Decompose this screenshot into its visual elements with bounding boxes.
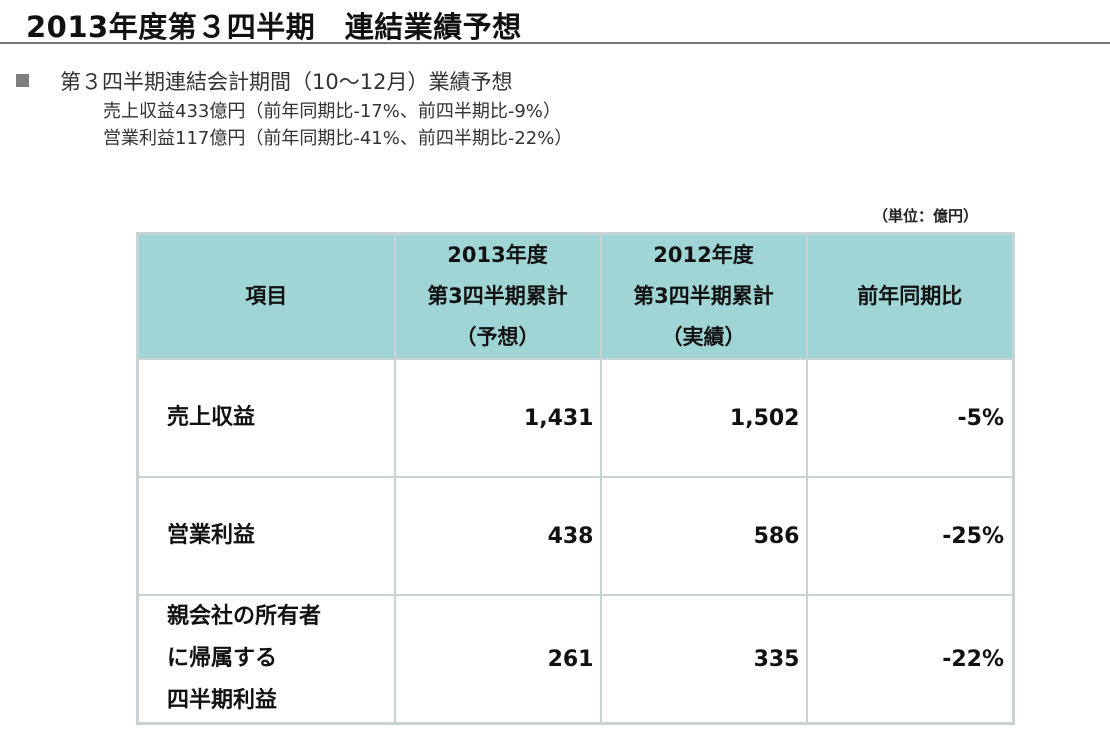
table-row: 売上収益 1,431 1,502 -5%: [136, 358, 1015, 478]
yoy-value: -22%: [805, 594, 1015, 725]
row-label-text: 四半期利益: [167, 688, 278, 713]
title-divider: [0, 42, 1110, 44]
table-row: 親会社の所有者 に帰属する 四半期利益 261 335 -22%: [136, 594, 1015, 725]
table-header-row: 項目 2013年度 第3四半期累計 （予想） 2012年度 第3四半期累計 （実…: [136, 232, 1015, 360]
table-row: 営業利益 438 586 -25%: [136, 476, 1015, 596]
yoy-value: -5%: [805, 358, 1015, 478]
actual-value: 335: [599, 594, 808, 725]
header-yoy: 前年同期比: [805, 232, 1015, 360]
operating-profit-forecast-line: 営業利益117億円（前年同期比-41%、前四半期比-22%）: [103, 128, 573, 149]
row-label: 営業利益: [136, 476, 396, 596]
row-label-text: に帰属する: [167, 646, 278, 671]
row-label-text: 営業利益: [167, 523, 256, 548]
forecast-value: 1,431: [393, 358, 602, 478]
header-forecast-year: 2013年度: [447, 243, 548, 267]
header-yoy-label: 前年同期比: [857, 284, 963, 308]
header-forecast-period: 第3四半期累計: [427, 284, 568, 308]
header-actual-period: 第3四半期累計: [633, 284, 774, 308]
unit-note: （単位：億円）: [873, 207, 979, 225]
bullet-square-icon: [16, 74, 29, 87]
results-table: 項目 2013年度 第3四半期累計 （予想） 2012年度 第3四半期累計 （実…: [136, 232, 1015, 725]
row-label-text: 売上収益: [167, 405, 256, 430]
actual-value: 586: [599, 476, 808, 596]
sales-forecast-line: 売上収益433億円（前年同期比-17%、前四半期比-9%）: [103, 101, 561, 122]
row-label-text: 親会社の所有者: [167, 604, 322, 629]
page-title: 2013年度第３四半期 連結業績予想: [26, 10, 522, 44]
yoy-value: -25%: [805, 476, 1015, 596]
row-label: 親会社の所有者 に帰属する 四半期利益: [136, 594, 396, 725]
header-forecast: 2013年度 第3四半期累計 （予想）: [393, 232, 602, 360]
header-actual-year: 2012年度: [653, 243, 754, 267]
header-item: 項目: [136, 232, 396, 360]
row-label: 売上収益: [136, 358, 396, 478]
header-item-label: 項目: [245, 284, 288, 308]
actual-value: 1,502: [599, 358, 808, 478]
bullet-heading: 第３四半期連結会計期間（10～12月）業績予想: [60, 70, 513, 94]
forecast-value: 261: [393, 594, 602, 725]
header-actual: 2012年度 第3四半期累計 （実績）: [599, 232, 808, 360]
header-actual-type: （実績）: [661, 325, 746, 349]
header-forecast-type: （予想）: [455, 325, 540, 349]
forecast-value: 438: [393, 476, 602, 596]
